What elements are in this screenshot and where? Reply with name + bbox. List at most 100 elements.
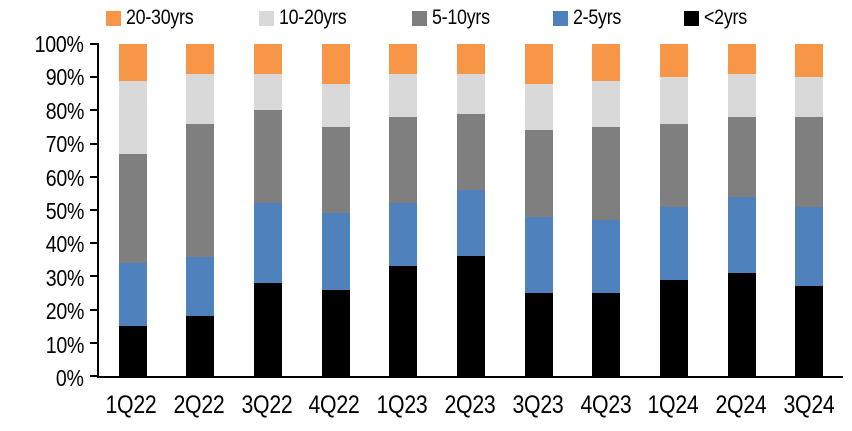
bar-1q22 [118, 44, 147, 376]
y-tick-label-0: 0% [0, 366, 84, 390]
y-tick-label-20: 20% [0, 299, 85, 323]
bar-segment-1q24-20-30yrs [659, 44, 688, 78]
legend-label-2-5yrs: 2-5yrs [573, 6, 622, 29]
bar-slot-4q22 [302, 44, 370, 376]
bar-segment-1q22-10-20yrs [118, 80, 147, 154]
bar-slot-4q23 [572, 44, 640, 376]
y-axis-labels: 0% 10% 20% 30% 40% 50% 60% 70% 80% 90% 100% [0, 32, 85, 390]
bar-segment-4q23-2yrs [592, 293, 621, 376]
bar-slot-1q24 [640, 44, 708, 376]
x-axis-label-text-2q22: 2Q22 [173, 391, 225, 419]
y-tick-mark-100 [90, 43, 99, 45]
bar-slot-1q22 [99, 44, 167, 376]
x-axis-label-4q22: 4Q22 [300, 389, 368, 421]
legend: 20-30yrs 10-20yrs 5-10yrs 2-5yrs <2yrs [106, 5, 754, 31]
bar-segment-2q23-2-5yrs [457, 190, 486, 257]
legend-item-5-10yrs: 5-10yrs [411, 6, 500, 30]
bar-3q22 [254, 44, 283, 376]
y-tick-label-80: 80% [0, 99, 85, 123]
legend-item-20-30yrs: 20-30yrs [106, 6, 205, 30]
y-tick-mark-80 [90, 109, 99, 112]
bar-segment-1q23-20-30yrs [389, 44, 418, 74]
x-axis-label-text-2q23: 2Q23 [444, 391, 496, 419]
legend-label-5-10yrs: 5-10yrs [431, 6, 490, 29]
y-tick-mark-60 [90, 175, 99, 178]
bar-slot-2q23 [437, 44, 505, 376]
bar-segment-1q22-2-5yrs [118, 263, 147, 327]
bar-segment-3q23-5-10yrs [524, 130, 553, 217]
bar-segment-4q22-5-10yrs [321, 127, 350, 214]
legend-swatch-2-5yrs [553, 10, 569, 26]
bar-segment-3q22-10-20yrs [254, 73, 283, 111]
bar-segment-1q24-2yrs [659, 279, 688, 376]
bar-segment-3q23-2yrs [524, 293, 553, 376]
bar-segment-3q22-20-30yrs [254, 44, 283, 74]
bar-segment-4q22-2yrs [321, 289, 350, 376]
x-axis-label-3q22: 3Q22 [233, 389, 301, 421]
y-tick-label-10: 10% [0, 333, 85, 357]
bar-segment-4q22-20-30yrs [321, 44, 350, 84]
y-tick-label-50: 50% [0, 199, 85, 223]
bar-segment-3q23-2-5yrs [524, 216, 553, 293]
x-axis-label-1q23: 1Q23 [368, 389, 436, 421]
bar-segment-1q22-20-30yrs [118, 44, 147, 81]
y-tick-label-70: 70% [0, 132, 85, 156]
x-axis-label-4q23: 4Q23 [572, 389, 640, 421]
y-tick-mark-10 [90, 341, 99, 344]
x-axis-label-1q24: 1Q24 [640, 389, 708, 421]
y-tick-mark-0 [90, 375, 99, 377]
y-tick-mark-90 [90, 76, 99, 79]
bar-3q23 [524, 44, 553, 376]
x-axis-label-text-1q23: 1Q23 [376, 391, 428, 419]
x-axis-label-text-1q22: 1Q22 [105, 391, 157, 419]
bar-slot-1q23 [370, 44, 438, 376]
bar-slot-3q23 [505, 44, 573, 376]
y-tick-label-60: 60% [0, 166, 85, 190]
bar-segment-3q22-5-10yrs [254, 110, 283, 204]
bar-segment-3q24-5-10yrs [795, 117, 824, 207]
bar-segment-2q22-2yrs [186, 316, 215, 376]
plot-area [90, 43, 843, 378]
legend-item-2-5yrs: 2-5yrs [553, 6, 630, 30]
x-axis-label-2q24: 2Q24 [707, 389, 775, 421]
legend-item-2yrs: <2yrs [683, 6, 754, 30]
bar-segment-1q23-2yrs [389, 266, 418, 376]
legend-swatch-2yrs [683, 10, 699, 26]
bar-segment-4q22-10-20yrs [321, 83, 350, 128]
bar-segment-2q24-10-20yrs [727, 73, 756, 118]
bar-segment-4q23-2-5yrs [592, 219, 621, 293]
legend-swatch-5-10yrs [411, 10, 427, 26]
bar-segment-3q23-10-20yrs [524, 83, 553, 131]
bar-segment-3q22-2-5yrs [254, 203, 283, 284]
bar-segment-3q22-2yrs [254, 283, 283, 376]
x-axis-label-text-3q23: 3Q23 [512, 391, 564, 419]
x-axis-label-text-4q22: 4Q22 [308, 391, 360, 419]
y-tick-mark-30 [90, 275, 99, 278]
y-tick-label-30: 30% [0, 266, 85, 290]
y-tick-mark-20 [90, 308, 99, 311]
bar-segment-2q24-2yrs [727, 273, 756, 376]
bar-segment-1q23-10-20yrs [389, 73, 418, 118]
bar-segment-3q23-20-30yrs [524, 44, 553, 84]
bar-segment-2q24-5-10yrs [727, 117, 756, 197]
bar-2q23 [457, 44, 486, 376]
x-axis-label-3q24: 3Q24 [775, 389, 843, 421]
legend-label-2yrs: <2yrs [703, 6, 747, 29]
bar-4q22 [321, 44, 350, 376]
bar-1q23 [389, 44, 418, 376]
bar-segment-4q22-2-5yrs [321, 213, 350, 290]
bar-segment-2q23-2yrs [457, 256, 486, 376]
bar-segment-3q24-10-20yrs [795, 77, 824, 118]
bar-segment-2q22-5-10yrs [186, 123, 215, 257]
bar-segment-3q24-20-30yrs [795, 44, 824, 78]
bar-segment-1q23-2-5yrs [389, 203, 418, 267]
x-axis-label-3q23: 3Q23 [504, 389, 572, 421]
legend-swatch-10-20yrs [258, 10, 274, 26]
bar-segment-4q23-5-10yrs [592, 127, 621, 220]
bar-segment-1q22-2yrs [118, 326, 147, 376]
x-axis-label-text-3q22: 3Q22 [241, 391, 293, 419]
y-tick-label-text-90: 90% [45, 64, 85, 91]
bar-segment-2q23-10-20yrs [457, 73, 486, 114]
bar-3q24 [795, 44, 824, 376]
bar-segment-2q22-20-30yrs [186, 44, 215, 74]
